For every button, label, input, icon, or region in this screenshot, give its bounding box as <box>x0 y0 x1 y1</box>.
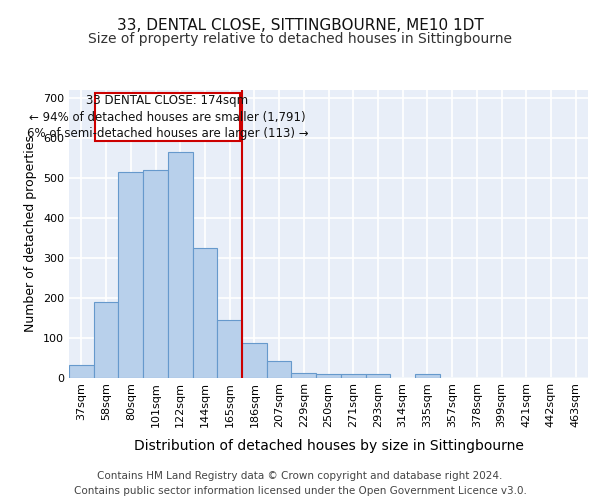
Text: 33 DENTAL CLOSE: 174sqm: 33 DENTAL CLOSE: 174sqm <box>86 94 248 107</box>
Text: ← 94% of detached houses are smaller (1,791): ← 94% of detached houses are smaller (1,… <box>29 110 306 124</box>
Bar <box>292 372 316 378</box>
Bar <box>118 172 143 378</box>
Bar <box>143 170 168 378</box>
Bar <box>69 364 94 378</box>
Text: Size of property relative to detached houses in Sittingbourne: Size of property relative to detached ho… <box>88 32 512 46</box>
Y-axis label: Number of detached properties: Number of detached properties <box>25 135 37 332</box>
Bar <box>242 343 267 378</box>
Text: Contains HM Land Registry data © Crown copyright and database right 2024.
Contai: Contains HM Land Registry data © Crown c… <box>74 471 526 496</box>
Bar <box>94 302 118 378</box>
X-axis label: Distribution of detached houses by size in Sittingbourne: Distribution of detached houses by size … <box>134 438 523 452</box>
Bar <box>365 374 390 378</box>
Bar <box>193 248 217 378</box>
Bar <box>168 152 193 378</box>
Bar <box>415 374 440 378</box>
Bar <box>217 320 242 378</box>
Text: 6% of semi-detached houses are larger (113) →: 6% of semi-detached houses are larger (1… <box>26 128 308 140</box>
Bar <box>316 374 341 378</box>
Bar <box>95 93 240 141</box>
Bar <box>267 360 292 378</box>
Text: 33, DENTAL CLOSE, SITTINGBOURNE, ME10 1DT: 33, DENTAL CLOSE, SITTINGBOURNE, ME10 1D… <box>116 18 484 32</box>
Bar <box>341 374 365 378</box>
